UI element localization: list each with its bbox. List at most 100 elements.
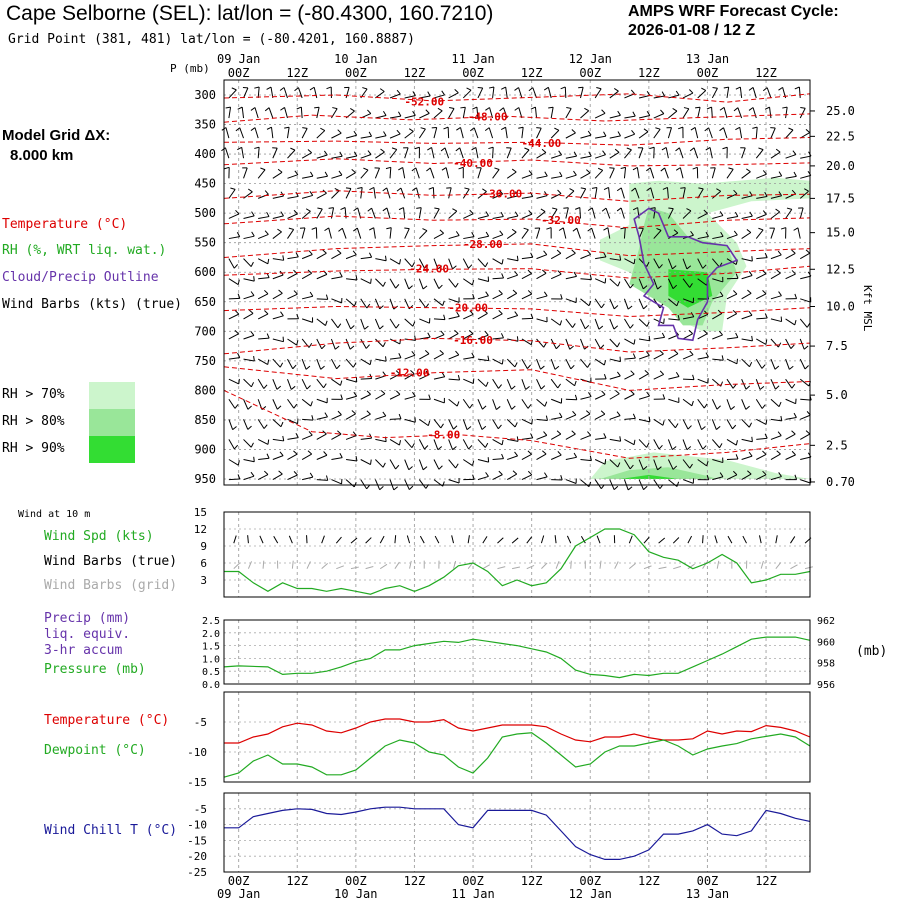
wind-barb-flag (777, 250, 782, 256)
wind-barb (375, 393, 386, 400)
wind-barb-flag (437, 107, 443, 112)
wind-barb (697, 439, 704, 450)
wind-barb (228, 459, 239, 466)
wind-barb (711, 399, 718, 410)
wind-barb (301, 210, 311, 219)
wind-barb-flag (587, 363, 591, 368)
wind-barb (506, 358, 516, 368)
wind-barb-flag (782, 106, 788, 109)
wind-barb-flag (284, 126, 290, 129)
surface-wind-barb (467, 535, 470, 544)
wind-barb-flag (352, 250, 357, 256)
wind-barb (331, 414, 342, 420)
wind-barb (536, 398, 546, 407)
wind-barb-flag (745, 385, 751, 390)
wind-barb-flag (728, 167, 734, 170)
wind-barb (272, 231, 282, 239)
wind-barb-flag (644, 369, 649, 375)
bottom-hour-label: 00Z (345, 874, 367, 888)
wind-barb-flag (642, 285, 648, 290)
wind-barb (726, 336, 738, 340)
wind-barb-flag (484, 262, 489, 268)
wind-barb (638, 459, 644, 470)
wind-barb (418, 479, 427, 489)
wind-barb-flag (793, 227, 799, 231)
wind-barb (301, 318, 313, 323)
wind-barb-flag (585, 410, 591, 415)
wind-barb-flag (302, 127, 308, 129)
wind-barb (360, 459, 371, 465)
wind-barb (756, 338, 767, 345)
wind-barb (770, 318, 782, 323)
top-day-label: 11 Jan (451, 52, 494, 66)
wind-barb (505, 86, 508, 99)
wind-barb-flag (616, 342, 621, 348)
wind-barb (726, 87, 730, 99)
wind-barb (228, 378, 240, 385)
wind-barb (301, 152, 312, 159)
wind-barb (518, 107, 523, 119)
wind-barb-flag (497, 424, 502, 430)
wind-barb-flag (524, 147, 530, 151)
wind-barb (521, 256, 533, 260)
wind-barb-flag (499, 230, 504, 235)
wind-barb (547, 87, 552, 99)
wind-barb (594, 338, 601, 349)
surface-wind-barb (758, 535, 762, 544)
wind-barb-flag (485, 472, 489, 477)
wind-barb-flag (325, 320, 328, 326)
wind-barb (257, 419, 265, 429)
wind-barb (638, 278, 644, 290)
wind-barb-flag (661, 146, 667, 151)
wind-barb (270, 87, 274, 99)
wind-barb (580, 155, 592, 159)
wind-barb-flag (588, 300, 592, 306)
station-title: Cape Selborne (SEL): lat/lon = (-80.4300… (6, 2, 494, 25)
wind-barb-flag (426, 167, 431, 172)
wind-barb (492, 193, 503, 199)
wind-barb (518, 87, 523, 99)
wind-barb-flag (427, 420, 431, 426)
wind-barb-flag (280, 311, 284, 317)
wind-barb (785, 209, 793, 219)
wind-barb (418, 459, 424, 470)
wind-barb (331, 276, 343, 280)
wind-barb-flag (616, 411, 621, 416)
wind-barb (741, 358, 750, 368)
wind-barb-flag (237, 352, 241, 358)
wind-barb-flag (528, 170, 533, 175)
wind-barb-flag (691, 400, 694, 406)
wind-barb (331, 433, 342, 440)
isotherm-label: -28.00 (463, 238, 503, 251)
wind-barb-flag (678, 126, 684, 130)
bottom-day-label: 09 Jan (217, 887, 260, 900)
wind-barb-flag (412, 321, 416, 327)
wind-barb (565, 275, 577, 280)
legend-rh80: RH > 80% (2, 414, 65, 429)
wind-barb (243, 258, 252, 267)
wind-barb (302, 295, 313, 300)
wind-barb-flag (469, 310, 474, 315)
wind-barb-flag (786, 207, 792, 210)
wind-barb-flag (721, 355, 724, 361)
wind-barb-flag (292, 364, 297, 370)
wind-barb (433, 298, 443, 306)
wind-barb-flag (630, 370, 635, 375)
wind-barb-flag (263, 424, 268, 429)
windchill-panel-frame (223, 792, 811, 873)
wind-barb (228, 107, 232, 119)
wind-barb (433, 318, 445, 321)
wind-barb-flag (355, 455, 358, 462)
wind-barb-flag (364, 325, 369, 330)
wind-barb (770, 398, 780, 408)
height-tick-label: 10.0 (826, 299, 855, 313)
wind-barb (653, 128, 661, 139)
wind-barb (375, 151, 385, 159)
bottom-day-label: 13 Jan (686, 887, 729, 900)
height-tick-label: 20.0 (826, 159, 855, 173)
wind-barb (316, 154, 328, 159)
pressure-tick-label: 350 (194, 118, 216, 132)
wind-barb-flag (251, 211, 255, 217)
precip-tick-label: 0.5 (202, 667, 220, 678)
wind-barb (693, 147, 699, 159)
